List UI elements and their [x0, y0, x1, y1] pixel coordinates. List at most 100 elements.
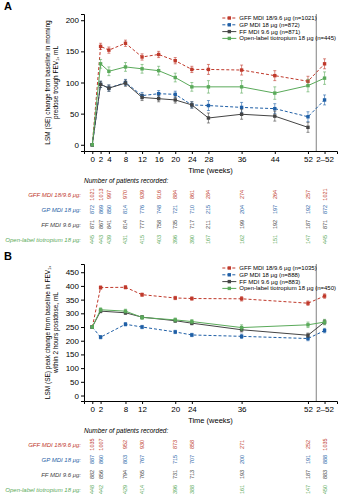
table-value: 882	[89, 470, 95, 479]
x-tick: 52	[304, 401, 313, 414]
table-value: 776	[139, 205, 145, 214]
marker	[107, 70, 110, 73]
error-bar	[306, 333, 309, 337]
marker	[91, 143, 94, 146]
marker	[99, 62, 102, 65]
marker	[124, 323, 127, 326]
error-bar	[323, 59, 326, 69]
y-tick-mark	[81, 382, 84, 383]
y-tick-mark	[81, 145, 84, 146]
error-bar	[323, 319, 326, 324]
x-tick-label: 2	[99, 155, 104, 164]
error-bar	[141, 316, 144, 319]
y-tick-label: 200	[66, 16, 80, 25]
x-tick-label: 16	[155, 155, 164, 164]
y-axis-line	[81, 265, 85, 402]
legend-swatch-marker	[228, 273, 231, 276]
table-value: 860	[98, 455, 104, 464]
x-axis: 02812202436522–52	[85, 401, 338, 414]
table-value: 1035	[89, 438, 95, 450]
x-tick: 20	[171, 151, 180, 164]
x-tick: 12	[138, 151, 147, 164]
x-tick-label: 12	[138, 405, 147, 414]
y-axis: 050100150200250300350400450	[66, 265, 85, 402]
error-bar	[273, 71, 276, 81]
table-row-label: GFF MDI 18/9.6 μg:	[28, 442, 81, 448]
error-bar	[174, 73, 177, 82]
error-bar	[157, 51, 160, 57]
error-bar	[190, 333, 193, 336]
x-tick: 20	[171, 401, 180, 414]
marker	[157, 69, 160, 72]
error-bar	[207, 101, 210, 111]
table-value: 390	[189, 235, 195, 244]
error-bar	[207, 113, 210, 123]
marker	[140, 325, 143, 328]
error-bar	[107, 85, 110, 91]
table-value: 721	[172, 205, 178, 214]
error-bar	[306, 122, 309, 132]
y-tick: 400	[66, 282, 84, 291]
x-axis-title: Time (weeks)	[188, 416, 233, 425]
y-tick-mark	[81, 83, 84, 84]
panel-title: B	[4, 250, 12, 262]
error-bar	[99, 308, 102, 312]
table-value: 1021	[322, 188, 328, 200]
error-bar	[306, 322, 309, 327]
x-tick-label: 4	[107, 155, 112, 164]
error-bar	[124, 40, 127, 46]
y-tick-label: 100	[66, 364, 80, 373]
marker	[124, 42, 127, 45]
series-line	[92, 310, 324, 328]
x-tick-label: 0	[91, 155, 96, 164]
error-bar	[240, 297, 243, 301]
series-line	[92, 324, 324, 338]
table-value: 443	[98, 235, 104, 244]
table-value: 717	[189, 220, 195, 229]
legend-label: FF MDI 9.6 μg (n=883)	[239, 279, 300, 285]
marker	[240, 335, 243, 338]
y-axis: 050100150200	[66, 15, 85, 152]
table-value: 388	[189, 485, 195, 494]
x-axis: 024812162024283644522–52	[85, 151, 338, 164]
table-row-label: GFF MDI 18/9.6 μg:	[28, 192, 81, 198]
series-line	[92, 64, 324, 145]
marker	[99, 308, 102, 311]
table-value: 1007	[98, 438, 104, 450]
error-bar	[207, 81, 210, 93]
x-tick-label: 12	[138, 155, 147, 164]
marker	[124, 309, 127, 312]
error-bar	[240, 109, 243, 119]
marker	[323, 62, 326, 65]
marker	[91, 143, 94, 146]
error-bar	[141, 94, 144, 100]
legend-item: FF MDI 9.6 μg (n=883)	[222, 279, 300, 285]
y-tick-mark	[81, 368, 84, 369]
x-tick: 8	[124, 151, 129, 164]
error-bar	[306, 112, 309, 122]
marker	[140, 315, 143, 318]
x-tick-label: 24	[188, 405, 197, 414]
table-value: 970	[122, 190, 128, 199]
error-bar	[190, 102, 193, 108]
error-bar	[273, 87, 276, 99]
table-value: 916	[156, 190, 162, 199]
marker	[190, 103, 193, 106]
x-tick-label: 2–52	[316, 155, 334, 164]
error-bar	[323, 72, 326, 84]
marker	[157, 97, 160, 100]
table-value: 888	[322, 455, 328, 464]
x-tick-mark	[125, 401, 126, 404]
y-tick: 100	[66, 79, 84, 88]
table-value: 257	[305, 190, 311, 199]
legend-item: Open-label tiotropium 18 μg (n=450)	[222, 285, 336, 291]
x-tick-mark	[101, 151, 102, 154]
series	[91, 40, 327, 146]
error-bar	[99, 43, 102, 49]
error-bar	[190, 297, 193, 300]
marker	[273, 74, 276, 77]
error-bar	[99, 59, 102, 68]
table-value: 191	[305, 455, 311, 464]
marker	[140, 55, 143, 58]
x-tick-label: 8	[124, 155, 129, 164]
